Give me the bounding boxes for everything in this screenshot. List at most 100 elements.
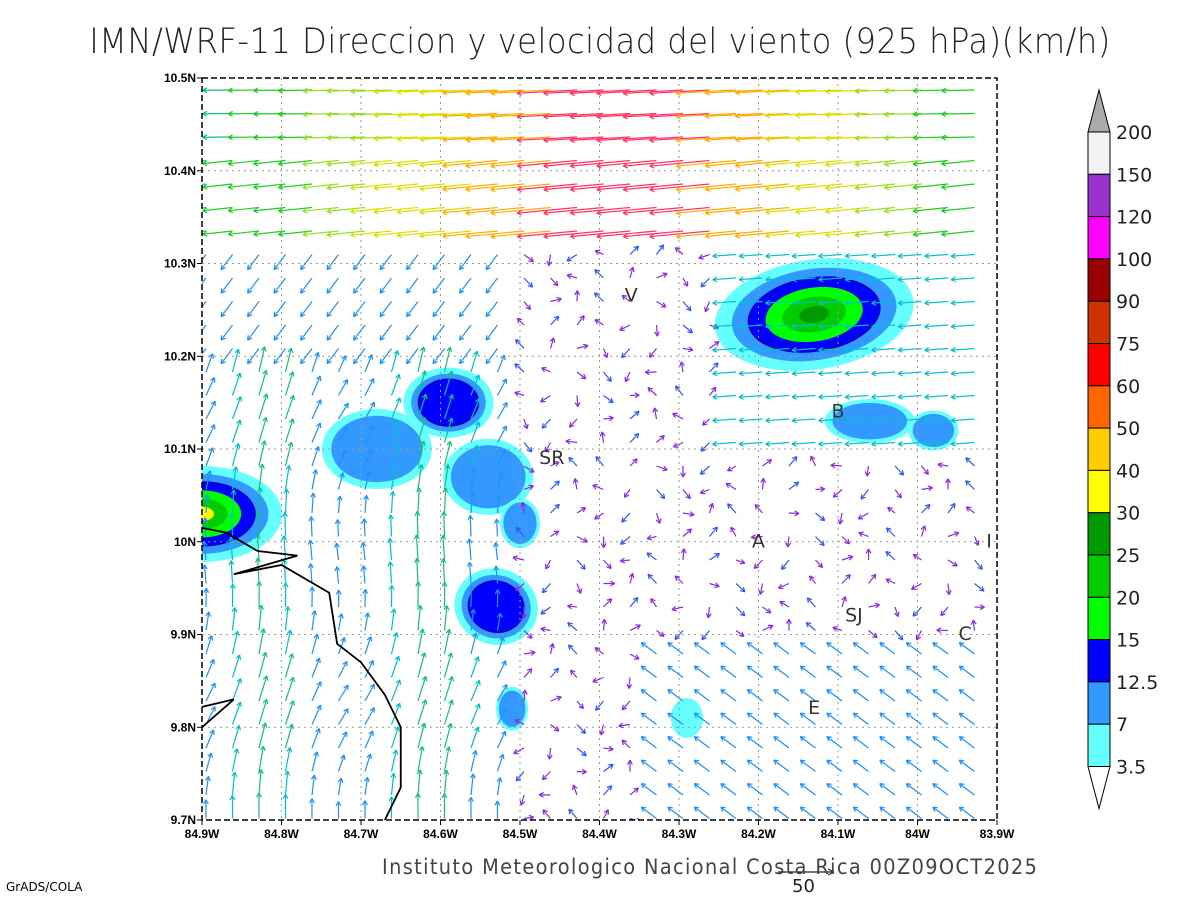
arrow-shaft xyxy=(912,606,922,617)
wind-arrow xyxy=(640,689,657,702)
arrow-shaft xyxy=(884,206,922,212)
arrow-head xyxy=(746,665,753,671)
arrow-head xyxy=(421,675,428,682)
arrow-shaft xyxy=(220,301,233,318)
arrow-shaft xyxy=(390,397,401,420)
wind-arrow xyxy=(302,134,339,141)
arrow-shaft xyxy=(496,684,508,702)
arrow-shaft xyxy=(202,254,207,261)
arrow-shaft xyxy=(203,564,207,584)
wind-arrow xyxy=(826,783,843,796)
arrow-shaft xyxy=(485,348,498,365)
arrow-head xyxy=(574,290,581,296)
wind-arrow xyxy=(432,277,445,294)
wind-arrow xyxy=(818,252,843,259)
contour-line xyxy=(202,481,256,547)
arrow-head xyxy=(912,207,918,214)
wind-arrow xyxy=(629,410,640,420)
colorbar-segment xyxy=(1087,258,1111,302)
colorbar-segment xyxy=(1087,173,1111,218)
arrow-shaft xyxy=(253,230,286,236)
wind-arrow xyxy=(679,361,685,373)
arrow-head xyxy=(441,581,448,587)
arrow-head xyxy=(554,461,560,467)
wind-arrow xyxy=(624,371,631,383)
arrow-head xyxy=(337,777,344,784)
wind-arrow xyxy=(595,456,604,467)
arrow-shaft xyxy=(779,600,790,608)
arrow-shaft xyxy=(693,665,710,678)
arrow-head xyxy=(302,87,308,94)
arrow-shaft xyxy=(667,665,684,678)
arrow-head xyxy=(799,783,806,789)
arrow-shaft xyxy=(231,701,242,725)
arrow-head xyxy=(353,288,359,294)
arrow-head xyxy=(649,113,655,120)
arrow-head xyxy=(334,519,341,525)
arrow-head xyxy=(758,589,765,595)
arrow-head xyxy=(485,264,491,271)
arrow-shaft xyxy=(739,324,763,328)
arrow-head xyxy=(791,346,797,353)
arrow-head xyxy=(469,773,476,779)
wind-arrow xyxy=(521,689,528,702)
wind-arrow xyxy=(373,88,419,95)
wind-arrow xyxy=(603,415,614,422)
arrow-shaft xyxy=(705,136,763,141)
arrow-head xyxy=(826,712,832,718)
arrow-head xyxy=(941,207,947,214)
arrow-shaft xyxy=(792,347,816,351)
arrow-head xyxy=(442,209,448,216)
arrow-shaft xyxy=(550,724,560,732)
wind-arrow xyxy=(629,245,640,255)
wind-arrow xyxy=(231,442,241,467)
wind-arrow xyxy=(799,806,816,819)
arrow-shaft xyxy=(674,630,684,640)
arrow-shaft xyxy=(905,689,922,702)
arrow-shaft xyxy=(947,503,956,514)
arrow-head xyxy=(300,288,306,294)
wind-arrow xyxy=(311,469,319,490)
arrow-shaft xyxy=(247,348,260,365)
wind-arrow xyxy=(879,783,896,796)
arrow-head xyxy=(953,531,960,537)
wind-arrow xyxy=(465,159,525,169)
arrow-shaft xyxy=(549,337,555,349)
arrow-head xyxy=(649,137,655,143)
arrow-head xyxy=(924,393,930,400)
arrow-head xyxy=(595,705,601,711)
arrow-head xyxy=(621,294,628,301)
arrow-shaft xyxy=(496,754,504,772)
wind-arrow xyxy=(542,809,551,819)
wind-arrow xyxy=(311,704,322,725)
arrow-head xyxy=(363,494,370,501)
wind-arrow xyxy=(712,417,737,424)
wind-arrow xyxy=(646,552,657,561)
wind-arrow xyxy=(947,531,960,538)
wind-arrow xyxy=(871,299,896,306)
wind-arrow xyxy=(765,276,790,283)
arrow-shaft xyxy=(515,583,525,592)
arrow-shaft xyxy=(885,578,896,585)
arrow-shaft xyxy=(932,783,949,796)
arrow-head xyxy=(459,358,465,365)
arrow-head xyxy=(693,712,700,718)
arrow-head xyxy=(447,370,454,376)
arrow-head xyxy=(231,771,238,777)
wind-arrow xyxy=(667,642,684,655)
arrow-shaft xyxy=(569,418,578,428)
colorbar-label: 20 xyxy=(1116,587,1140,609)
wind-arrow xyxy=(656,434,665,443)
arrow-head xyxy=(712,346,718,353)
arrow-head xyxy=(314,445,320,452)
wind-arrow xyxy=(353,254,366,271)
wind-arrow xyxy=(373,230,419,238)
arrow-head xyxy=(227,87,233,94)
arrow-head xyxy=(628,572,635,579)
wind-arrow xyxy=(825,230,869,238)
wind-arrow xyxy=(326,324,339,341)
arrow-head xyxy=(865,548,872,554)
colorbar-label: 25 xyxy=(1116,545,1140,567)
arrow-shaft xyxy=(765,206,816,213)
arrow-shaft xyxy=(284,395,295,420)
